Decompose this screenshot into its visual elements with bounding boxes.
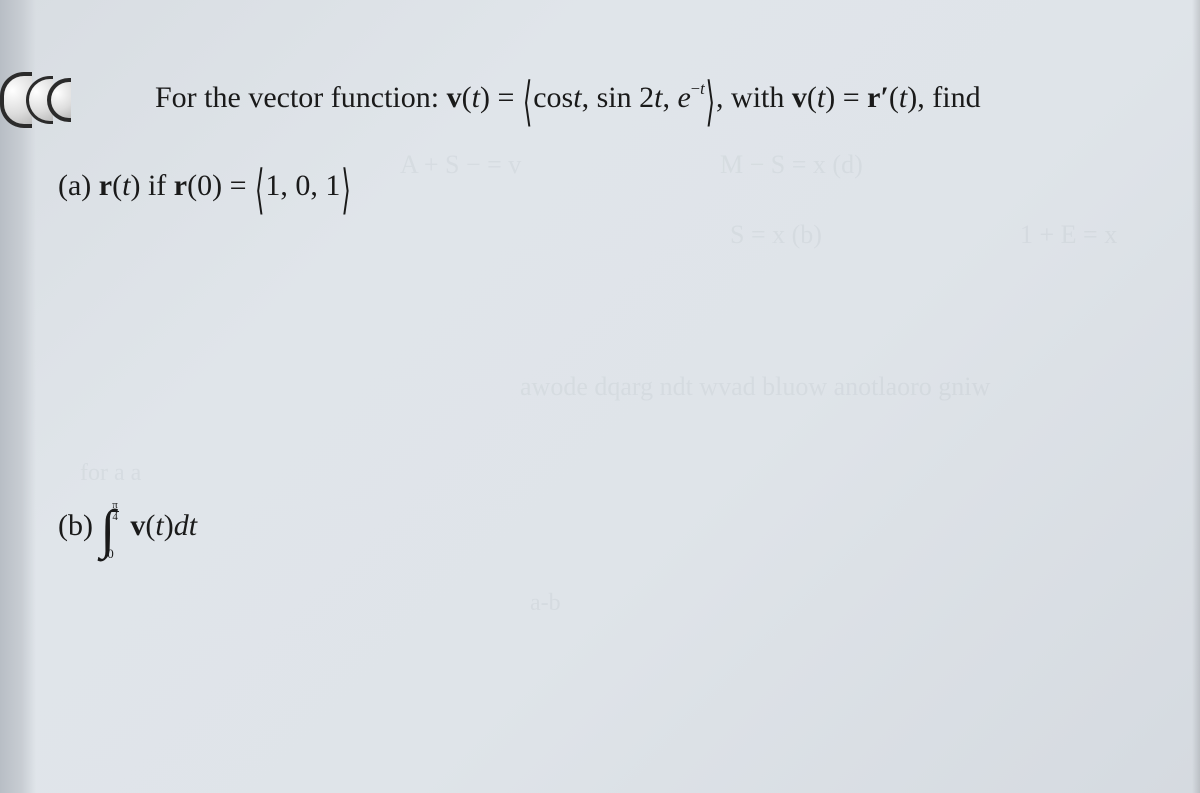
equals: =: [497, 81, 514, 114]
equals: =: [230, 169, 247, 202]
r-symbol: r: [99, 169, 112, 202]
part-a: (a) r(t) if r(0) = ⟨1, 0, 1⟩: [58, 168, 352, 204]
ghost-text: 1 + E = x: [1020, 220, 1117, 250]
find-text: , find: [917, 81, 980, 114]
comp2-fn: sin: [597, 81, 632, 114]
ghost-text: for a a: [80, 460, 141, 487]
rangle-icon: ⟩: [341, 161, 350, 224]
r-symbol: r: [174, 169, 187, 202]
intro-prefix: For the vector function:: [155, 81, 447, 114]
ghost-text: M − S = x (d): [720, 150, 863, 180]
binder-rings: [0, 70, 130, 130]
t-var: t: [155, 509, 163, 542]
comp1-fn: cos: [533, 81, 573, 114]
neg-sign: −: [691, 79, 700, 98]
part-b-label: (b): [58, 509, 100, 542]
t-var: t: [817, 81, 825, 114]
v-symbol: v: [447, 81, 462, 114]
ghost-text: A + S − = v: [400, 150, 521, 180]
rprime-symbol: r′: [867, 81, 889, 114]
t-var: t: [654, 81, 662, 114]
t-var: t: [472, 81, 480, 114]
page-edge-shadow: [1192, 0, 1200, 793]
if-text: if: [140, 169, 173, 202]
part-b: (b) ∫ π 4 0 v(t)dt: [58, 508, 197, 547]
ghost-text: S = x (b): [730, 220, 822, 250]
rangle-icon: ⟩: [706, 73, 715, 136]
part-a-label: (a): [58, 169, 99, 202]
ghost-text: a-b: [530, 590, 561, 617]
ghost-text: awode dqarg ndt wvad bluow anotlaoro gni…: [520, 372, 990, 402]
langle-icon: ⟨: [255, 161, 264, 224]
t-var: t: [122, 169, 130, 202]
dt: dt: [174, 509, 197, 542]
e-base: e: [677, 81, 690, 114]
ic-vector: 1, 0, 1: [265, 169, 340, 202]
t-var: t: [700, 79, 705, 98]
with-text: , with: [716, 81, 792, 114]
t-var: t: [573, 81, 581, 114]
problem-intro: For the vector function: v(t) = ⟨cost, s…: [155, 80, 981, 116]
t-var: t: [899, 81, 907, 114]
upper-limit-fraction: π 4: [111, 500, 119, 523]
v-symbol: v: [792, 81, 807, 114]
lower-limit: 0: [107, 547, 115, 560]
comp2-coef: 2: [639, 81, 654, 114]
zero: 0: [197, 169, 212, 202]
v-symbol: v: [130, 509, 145, 542]
integral: ∫ π 4 0: [100, 509, 122, 547]
upper-den: 4: [111, 512, 119, 523]
langle-icon: ⟨: [523, 73, 532, 136]
equals: =: [843, 81, 860, 114]
